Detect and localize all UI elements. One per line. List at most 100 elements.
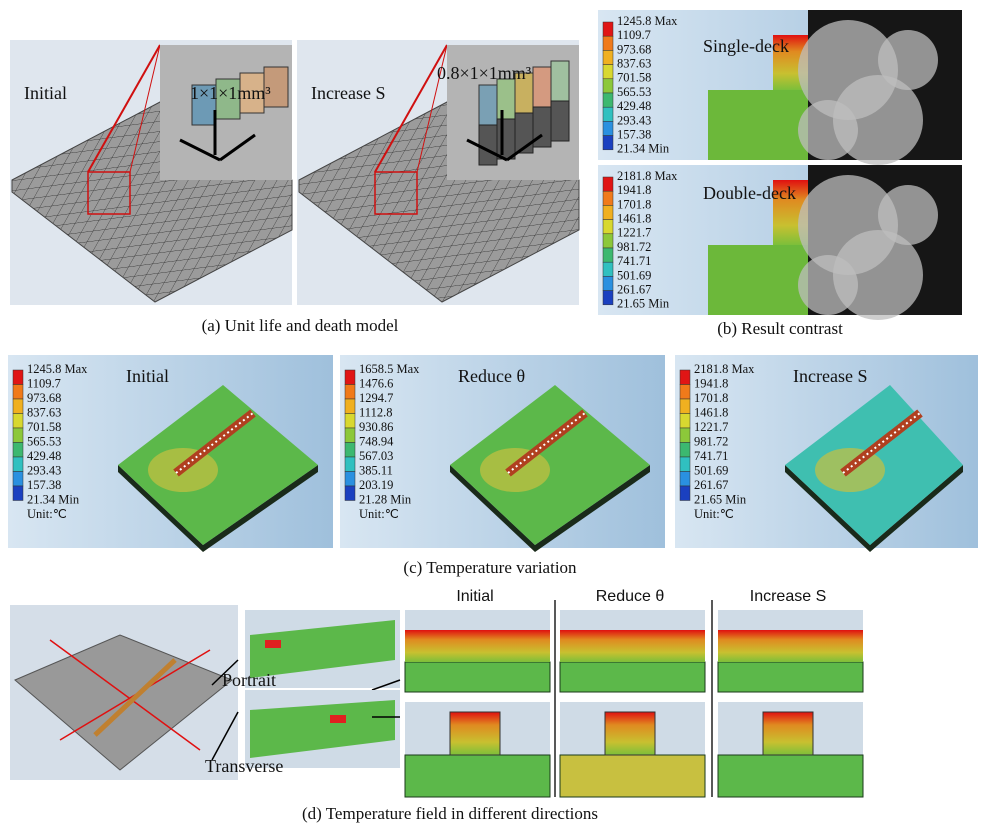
legend-swatch bbox=[13, 457, 23, 472]
section-substrate bbox=[405, 755, 550, 797]
column-header: Reduce θ bbox=[596, 588, 665, 605]
legend-label: 429.48 bbox=[27, 449, 61, 463]
legend-swatch bbox=[345, 399, 355, 414]
legend-swatch bbox=[603, 36, 613, 50]
legend-swatch bbox=[603, 291, 613, 305]
caption: (c) Temperature variation bbox=[403, 558, 577, 577]
legend-swatch bbox=[603, 121, 613, 135]
unit-label: Unit:℃ bbox=[27, 507, 67, 521]
element-block bbox=[551, 101, 569, 141]
legend-label: 1476.6 bbox=[359, 376, 393, 390]
legend-swatch bbox=[603, 234, 613, 248]
legend-swatch bbox=[603, 136, 613, 150]
legend-swatch bbox=[345, 370, 355, 385]
legend-label: 1941.8 bbox=[617, 183, 651, 197]
legend-label: 293.43 bbox=[27, 463, 61, 477]
element-block bbox=[479, 85, 497, 125]
legend-label: 385.11 bbox=[359, 463, 393, 477]
micrograph-texture bbox=[878, 185, 938, 245]
legend-label: 1941.8 bbox=[694, 376, 728, 390]
legend-swatch bbox=[345, 472, 355, 487]
legend-swatch bbox=[603, 50, 613, 64]
element-block bbox=[551, 61, 569, 101]
legend-label: 21.34 Min bbox=[27, 492, 80, 506]
legend-swatch bbox=[680, 457, 690, 472]
element-block bbox=[497, 119, 515, 159]
image-label: Increase S bbox=[311, 83, 385, 103]
legend-swatch bbox=[13, 472, 23, 487]
legend-label: 930.86 bbox=[359, 420, 393, 434]
legend-label: 2181.8 Max bbox=[617, 169, 678, 183]
section-bead bbox=[718, 630, 863, 662]
dimension-label: 1×1×1mm³ bbox=[190, 83, 271, 103]
section-bead bbox=[450, 712, 500, 755]
legend-label: 701.58 bbox=[617, 71, 651, 85]
image-label: Single-deck bbox=[703, 36, 789, 56]
section-bead bbox=[405, 630, 550, 662]
legend-label: 1245.8 Max bbox=[27, 362, 88, 376]
legend-swatch bbox=[603, 276, 613, 290]
direction-label: Portrait bbox=[222, 670, 276, 690]
unit-label: Unit:℃ bbox=[359, 507, 399, 521]
legend-swatch bbox=[680, 385, 690, 400]
legend-swatch bbox=[603, 177, 613, 191]
legend-label: 2181.8 Max bbox=[694, 362, 755, 376]
section-bead bbox=[605, 712, 655, 755]
legend-label: 157.38 bbox=[617, 127, 651, 141]
legend-label: 1109.7 bbox=[617, 28, 651, 42]
dimension-label: 0.8×1×1mm³ bbox=[437, 63, 532, 83]
element-block bbox=[497, 79, 515, 119]
legend-label: 429.48 bbox=[617, 99, 651, 113]
legend-label: 701.58 bbox=[27, 420, 61, 434]
legend-swatch bbox=[603, 262, 613, 276]
legend-label: 741.71 bbox=[694, 449, 728, 463]
legend-label: 973.68 bbox=[27, 391, 61, 405]
legend-label: 1109.7 bbox=[27, 376, 61, 390]
section-bead bbox=[265, 640, 281, 648]
legend-swatch bbox=[13, 370, 23, 385]
legend-swatch bbox=[603, 107, 613, 121]
legend-swatch bbox=[345, 443, 355, 458]
legend-label: 973.68 bbox=[617, 42, 651, 56]
section-bead bbox=[560, 630, 705, 662]
legend-swatch bbox=[680, 472, 690, 487]
legend-label: 565.53 bbox=[617, 85, 651, 99]
legend-label: 837.63 bbox=[617, 56, 651, 70]
section-substrate bbox=[560, 755, 705, 797]
legend-swatch bbox=[345, 457, 355, 472]
legend-label: 837.63 bbox=[27, 405, 61, 419]
legend-swatch bbox=[13, 385, 23, 400]
legend-swatch bbox=[13, 399, 23, 414]
legend-label: 981.72 bbox=[694, 434, 728, 448]
figure: (a) Unit life and death model (b) Result… bbox=[0, 0, 987, 826]
legend-swatch bbox=[603, 93, 613, 107]
legend-label: 981.72 bbox=[617, 240, 651, 254]
legend-label: 748.94 bbox=[359, 434, 394, 448]
section-bead bbox=[763, 712, 813, 755]
legend-swatch bbox=[13, 428, 23, 443]
legend-swatch bbox=[13, 414, 23, 429]
legend-swatch bbox=[680, 399, 690, 414]
legend-swatch bbox=[345, 414, 355, 429]
legend-swatch bbox=[680, 443, 690, 458]
caption: (b) Result contrast bbox=[717, 319, 843, 338]
image-label: Initial bbox=[126, 366, 169, 386]
legend-swatch bbox=[345, 428, 355, 443]
direction-label: Transverse bbox=[205, 756, 283, 776]
legend-swatch bbox=[680, 486, 690, 501]
legend-label: 1461.8 bbox=[694, 405, 728, 419]
legend-label: 1112.8 bbox=[359, 405, 392, 419]
legend-label: 261.67 bbox=[617, 282, 651, 296]
image-label: Initial bbox=[24, 83, 67, 103]
body: { "panel_a": {"caption": "(a) Unit life … bbox=[0, 0, 987, 826]
section-substrate bbox=[718, 662, 863, 692]
legend-label: 1221.7 bbox=[617, 226, 651, 240]
element-block bbox=[533, 67, 551, 107]
legend-label: 157.38 bbox=[27, 478, 61, 492]
legend-label: 21.34 Min bbox=[617, 142, 670, 156]
legend-label: 501.69 bbox=[617, 268, 651, 282]
micrograph-texture bbox=[798, 255, 858, 315]
column-header: Increase S bbox=[750, 588, 826, 605]
legend-swatch bbox=[603, 248, 613, 262]
micrograph-texture bbox=[878, 30, 938, 90]
